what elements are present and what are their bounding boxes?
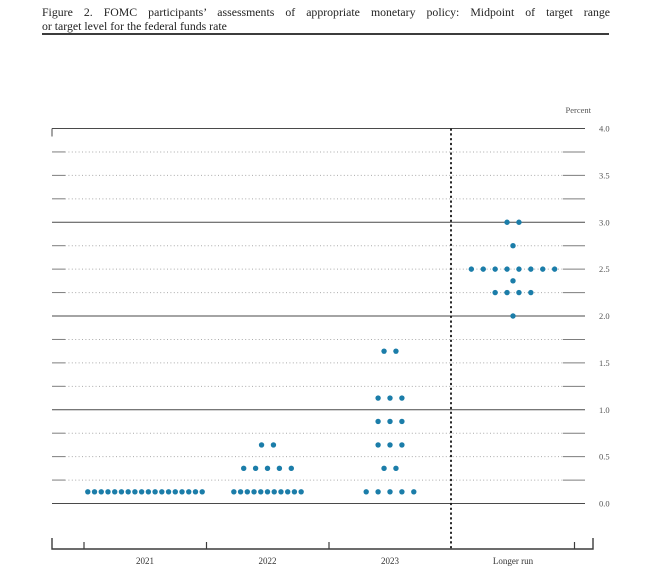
policy-rate-dot [375, 395, 381, 401]
policy-rate-dot [399, 489, 405, 495]
policy-rate-dot [510, 313, 516, 319]
policy-rate-dot [231, 489, 237, 495]
policy-rate-dot [179, 489, 185, 495]
policy-rate-dot [411, 489, 417, 495]
policy-rate-dot [516, 219, 522, 225]
title-underline-rule [42, 33, 609, 36]
policy-rate-dot [387, 489, 393, 495]
policy-rate-dot [393, 348, 399, 354]
policy-rate-dot [540, 266, 546, 272]
policy-rate-dot [172, 489, 178, 495]
policy-rate-dot [399, 442, 405, 448]
policy-rate-dot [516, 266, 522, 272]
y-axis-tick-label: 3.5 [599, 170, 610, 180]
policy-rate-dot [387, 395, 393, 401]
policy-rate-dot [291, 489, 298, 495]
y-axis-tick-label: 3.0 [599, 217, 610, 227]
policy-rate-dot [492, 266, 498, 272]
x-axis-category-label: 2022 [259, 556, 277, 566]
policy-rate-dot [98, 489, 104, 495]
y-axis-tick-label: 4.0 [599, 124, 610, 134]
policy-rate-dot [468, 266, 475, 272]
policy-rate-dot [145, 489, 152, 495]
y-axis-tick-label: 2.5 [599, 264, 610, 274]
policy-rate-dot [241, 465, 247, 472]
policy-rate-dot [132, 489, 138, 495]
y-axis-tick-label: 0.0 [599, 499, 610, 509]
policy-rate-dot [258, 442, 265, 448]
policy-rate-dot [105, 489, 111, 495]
policy-rate-dot [118, 489, 125, 495]
y-axis-unit-label: Percent [566, 105, 592, 115]
policy-rate-dot [125, 489, 131, 495]
policy-rate-dot [159, 489, 165, 495]
y-axis-tick-label: 2.0 [599, 311, 610, 321]
policy-rate-dot [278, 489, 284, 495]
policy-rate-dot [393, 465, 399, 472]
policy-rate-dot [85, 489, 91, 495]
policy-rate-dot [264, 465, 271, 472]
y-axis-tick-label: 1.5 [599, 358, 610, 368]
figure-title-line1: Figure 2. FOMC participants’ assessments… [42, 5, 610, 19]
policy-rate-dot [152, 489, 158, 495]
policy-rate-dot [480, 266, 486, 272]
policy-rate-dot [112, 489, 118, 495]
policy-rate-dot [91, 489, 98, 495]
policy-rate-dot [399, 395, 405, 401]
policy-rate-dot [528, 266, 534, 272]
policy-rate-dot [298, 489, 304, 495]
policy-rate-dot [270, 442, 277, 448]
policy-rate-dot [504, 219, 510, 225]
x-axis-category-label: Longer run [493, 556, 534, 566]
policy-rate-dot [551, 266, 558, 272]
policy-rate-dot [510, 278, 516, 284]
policy-rate-dot [138, 489, 145, 495]
policy-rate-dot [387, 418, 393, 425]
policy-rate-dot [186, 489, 192, 495]
policy-rate-dot [528, 289, 534, 296]
y-axis-tick-label: 1.0 [599, 405, 610, 415]
policy-rate-dot [258, 489, 264, 495]
policy-rate-dot [516, 289, 522, 296]
x-axis-category-label: 2021 [136, 556, 154, 566]
policy-rate-dot [504, 289, 510, 296]
policy-rate-dot [381, 465, 387, 472]
policy-rate-dot [199, 489, 205, 495]
policy-rate-dot [252, 465, 259, 472]
policy-rate-dot [492, 289, 498, 296]
policy-rate-dot [271, 489, 277, 495]
policy-rate-dot [276, 465, 283, 472]
x-axis-category-label: 2023 [381, 556, 400, 566]
policy-rate-dot [165, 489, 172, 495]
policy-rate-dot [375, 489, 381, 495]
policy-rate-dot [237, 489, 244, 495]
policy-rate-dot [381, 348, 387, 354]
figure-title: Figure 2. FOMC participants’ assessments… [42, 5, 610, 33]
y-axis-tick-label: 0.5 [599, 452, 610, 462]
policy-rate-dot [375, 442, 381, 448]
figure-title-line2: or target level for the federal funds ra… [42, 18, 227, 33]
policy-rate-dot [284, 489, 291, 495]
policy-rate-dot [375, 418, 381, 425]
policy-rate-dot [251, 489, 257, 495]
policy-rate-dot [363, 489, 369, 495]
policy-rate-dot [387, 442, 393, 448]
policy-rate-dot [510, 242, 516, 249]
policy-rate-dot [264, 489, 271, 495]
policy-rate-dot [288, 465, 294, 472]
x-axis-line [51, 538, 594, 550]
policy-rate-dot [244, 489, 251, 495]
policy-rate-dot [504, 266, 510, 272]
policy-rate-dot [399, 418, 405, 425]
policy-rate-dot [192, 489, 199, 495]
